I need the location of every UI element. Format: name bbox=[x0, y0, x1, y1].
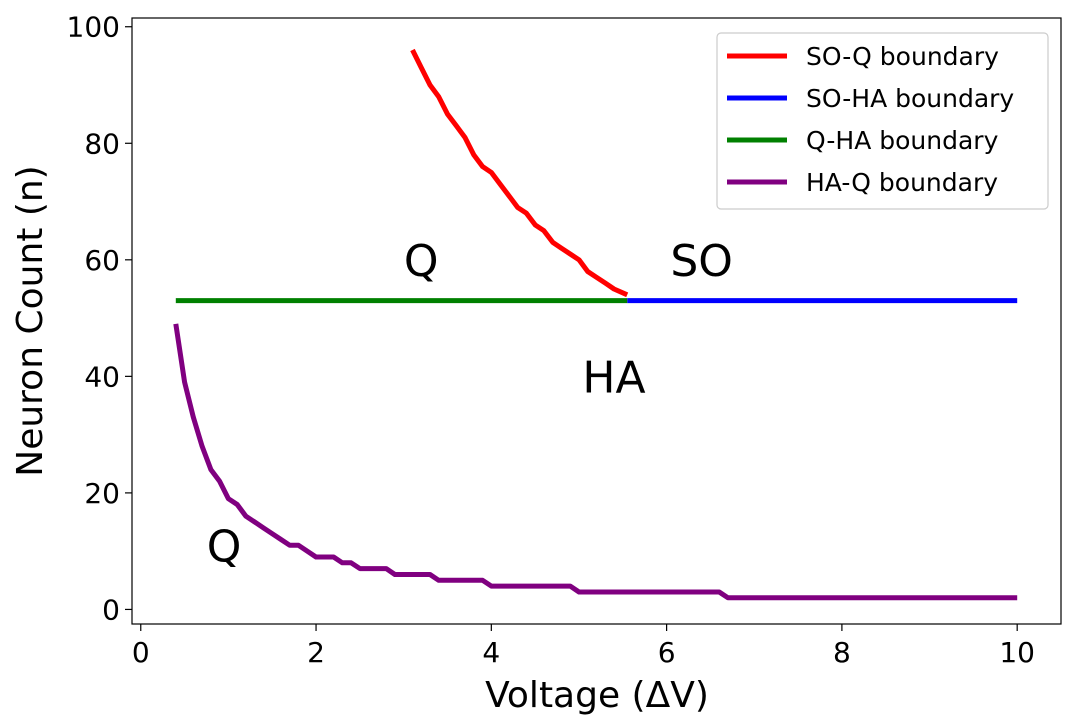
y-tick-label: 100 bbox=[67, 11, 120, 44]
y-tick-label: 0 bbox=[102, 593, 120, 626]
y-axis-label: Neuron Count (n) bbox=[10, 165, 51, 476]
series-layer bbox=[173, 48, 1018, 601]
y-axis: 0 20 40 60 80 100 bbox=[67, 11, 132, 626]
x-axis: 0 2 4 6 8 10 bbox=[132, 624, 1035, 669]
region-label: HA bbox=[582, 352, 645, 403]
x-tick-label: 8 bbox=[833, 636, 851, 669]
region-label: SO bbox=[670, 236, 733, 287]
legend-label: HA-Q boundary bbox=[806, 168, 998, 197]
annotations: Q SO HA Q bbox=[207, 236, 733, 573]
x-tick-label: 10 bbox=[999, 636, 1035, 669]
region-label: Q bbox=[207, 521, 242, 572]
series-line-so-q-boundary bbox=[410, 48, 629, 298]
x-tick-label: 2 bbox=[307, 636, 325, 669]
x-tick-label: 0 bbox=[132, 636, 150, 669]
legend-label: Q-HA boundary bbox=[806, 126, 999, 155]
legend-label: SO-Q boundary bbox=[806, 42, 999, 71]
y-tick-label: 60 bbox=[84, 244, 120, 277]
y-tick-label: 40 bbox=[84, 360, 120, 393]
series-line-ha-q-boundary bbox=[173, 323, 1018, 601]
legend-label: SO-HA boundary bbox=[806, 84, 1014, 113]
x-axis-label: Voltage (ΔV) bbox=[485, 675, 709, 716]
region-label: Q bbox=[404, 236, 439, 287]
legend: SO-Q boundary SO-HA boundary Q-HA boundary… bbox=[716, 32, 1049, 210]
y-tick-label: 80 bbox=[84, 127, 120, 160]
y-tick-label: 20 bbox=[84, 477, 120, 510]
legend-box bbox=[716, 32, 1049, 210]
x-tick-label: 6 bbox=[658, 636, 676, 669]
x-tick-label: 4 bbox=[482, 636, 500, 669]
